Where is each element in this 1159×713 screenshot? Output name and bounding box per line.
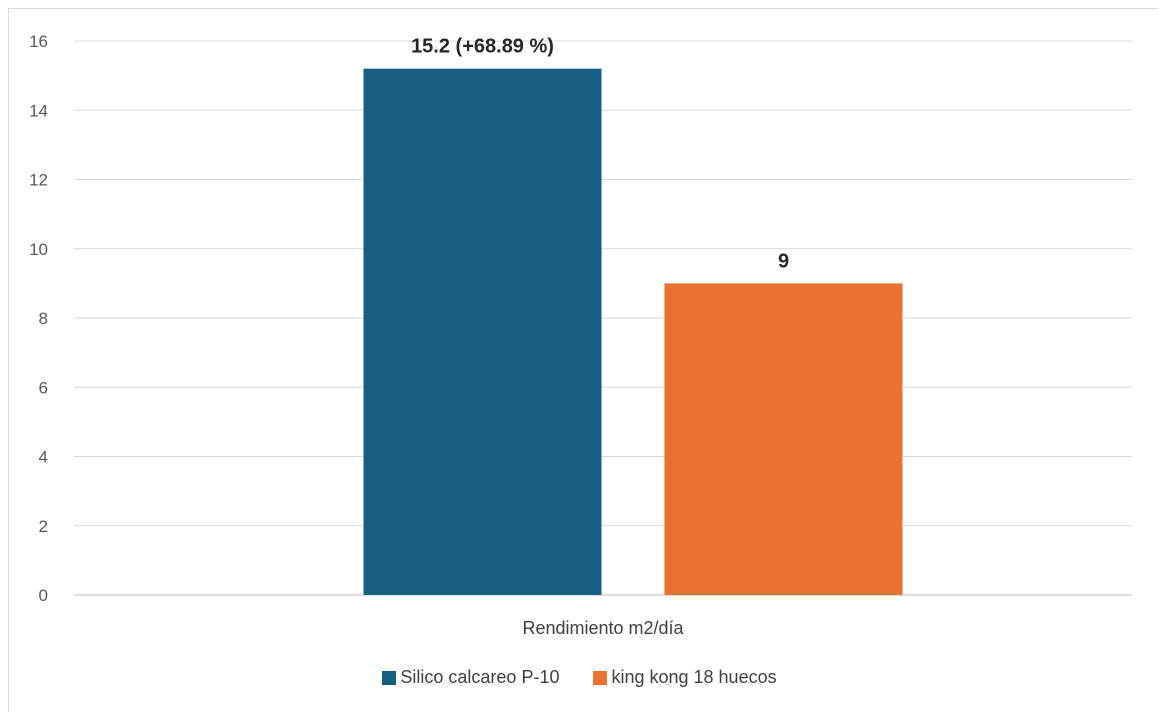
data-label-series-1: 15.2 (+68.89 %) [411, 36, 554, 58]
y-tick-label: 4 [39, 448, 48, 467]
legend-label-series-1: Silico calcareo P-10 [400, 667, 560, 687]
y-tick-label: 12 [29, 171, 48, 190]
y-tick-label: 2 [39, 517, 48, 536]
legend: Silico calcareo P-10 king kong 18 huecos [0, 667, 1159, 688]
legend-swatch-series-2 [593, 670, 608, 685]
data-labels: 15.2 (+68.89 %) 9 [411, 36, 789, 273]
data-label-series-2: 9 [778, 250, 789, 272]
y-tick-label: 16 [29, 32, 48, 51]
legend-item-series-2[interactable]: king kong 18 huecos [593, 667, 777, 688]
gridlines [74, 40, 1132, 596]
y-tick-label: 0 [39, 586, 48, 605]
y-tick-label: 10 [29, 240, 48, 259]
y-axis-ticks: 0 2 4 6 8 10 12 14 16 [29, 32, 48, 605]
legend-label-series-2: king kong 18 huecos [611, 667, 777, 687]
bar-series-1[interactable] [363, 68, 602, 595]
y-tick-label: 14 [29, 101, 48, 120]
legend-swatch-series-1 [382, 670, 397, 685]
bar-series-2[interactable] [664, 283, 903, 595]
chart-frame [8, 8, 1158, 712]
bars [363, 68, 903, 595]
y-tick-label: 8 [39, 309, 48, 328]
legend-item-series-1[interactable]: Silico calcareo P-10 [382, 667, 559, 688]
y-tick-label: 6 [39, 378, 48, 397]
category-label: Rendimiento m2/día [522, 618, 684, 638]
